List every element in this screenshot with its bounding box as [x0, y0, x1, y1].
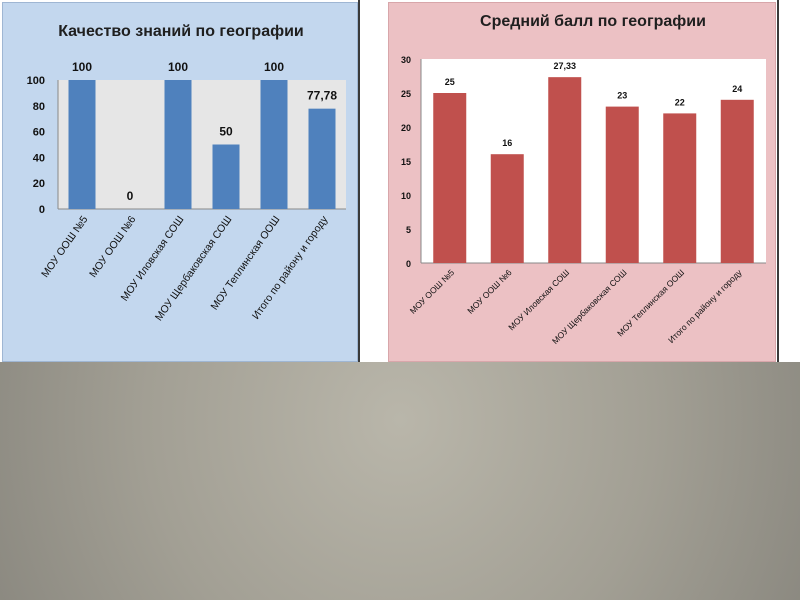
- bar: [663, 113, 697, 264]
- data-label: 27,33: [553, 61, 576, 71]
- data-label: 24: [732, 84, 742, 94]
- category-label: МОУ ООШ №6: [87, 214, 138, 280]
- average-score-chart-panel: Средний балл по географии 0 5 10 15 20 25 30 25 М…: [388, 2, 776, 362]
- chart-title: Качество знаний по географии: [58, 23, 304, 40]
- bar: [548, 77, 582, 263]
- data-label: 100: [264, 60, 284, 74]
- y-tick-label: 60: [33, 127, 45, 139]
- y-tick-label: 5: [406, 225, 411, 235]
- panel-divider-left: [358, 0, 360, 362]
- bar: [68, 80, 96, 209]
- quality-chart-panel: Качество знаний по географии 0 20 40 60 80 100…: [2, 2, 358, 362]
- category-label: МОУ ООШ №6: [465, 267, 514, 316]
- bar: [720, 99, 754, 263]
- y-tick-label: 15: [401, 157, 411, 167]
- data-label: 25: [445, 77, 455, 87]
- bar: [308, 108, 336, 209]
- bar: [490, 154, 524, 263]
- bar: [212, 144, 240, 209]
- y-tick-label: 20: [401, 123, 411, 133]
- bar: [260, 80, 288, 209]
- y-tick-label: 100: [27, 75, 45, 87]
- chart-title: Средний балл по географии: [480, 13, 706, 30]
- y-tick-label: 0: [406, 259, 411, 269]
- category-label: МОУ ООШ №5: [408, 267, 457, 316]
- y-tick-label: 20: [33, 178, 45, 190]
- plot-area: [421, 59, 766, 263]
- y-tick-label: 0: [39, 204, 45, 216]
- data-label: 100: [72, 60, 92, 74]
- y-tick-label: 25: [401, 89, 411, 99]
- y-tick-label: 30: [401, 55, 411, 65]
- data-label: 23: [617, 91, 627, 101]
- data-label: 100: [168, 60, 188, 74]
- data-label: 22: [675, 97, 685, 107]
- bar: [164, 80, 192, 209]
- data-label: 16: [502, 138, 512, 148]
- y-tick-label: 80: [33, 101, 45, 113]
- category-label: МОУ Иловская СОШ: [506, 267, 571, 332]
- average-score-chart: Средний балл по географии 0 5 10 15 20 25 30 25 М…: [401, 13, 766, 346]
- category-label: МОУ ООШ №5: [39, 214, 90, 280]
- panel-divider-right: [777, 0, 779, 362]
- quality-chart: Качество знаний по географии 0 20 40 60 80 100…: [27, 23, 346, 323]
- y-tick-label: 40: [33, 152, 45, 164]
- data-label: 77,78: [307, 89, 337, 103]
- bar: [433, 93, 467, 263]
- data-label: 0: [127, 189, 134, 203]
- y-tick-label: 10: [401, 191, 411, 201]
- data-label: 50: [219, 125, 233, 139]
- bar: [605, 106, 639, 263]
- plot-area: [58, 80, 346, 209]
